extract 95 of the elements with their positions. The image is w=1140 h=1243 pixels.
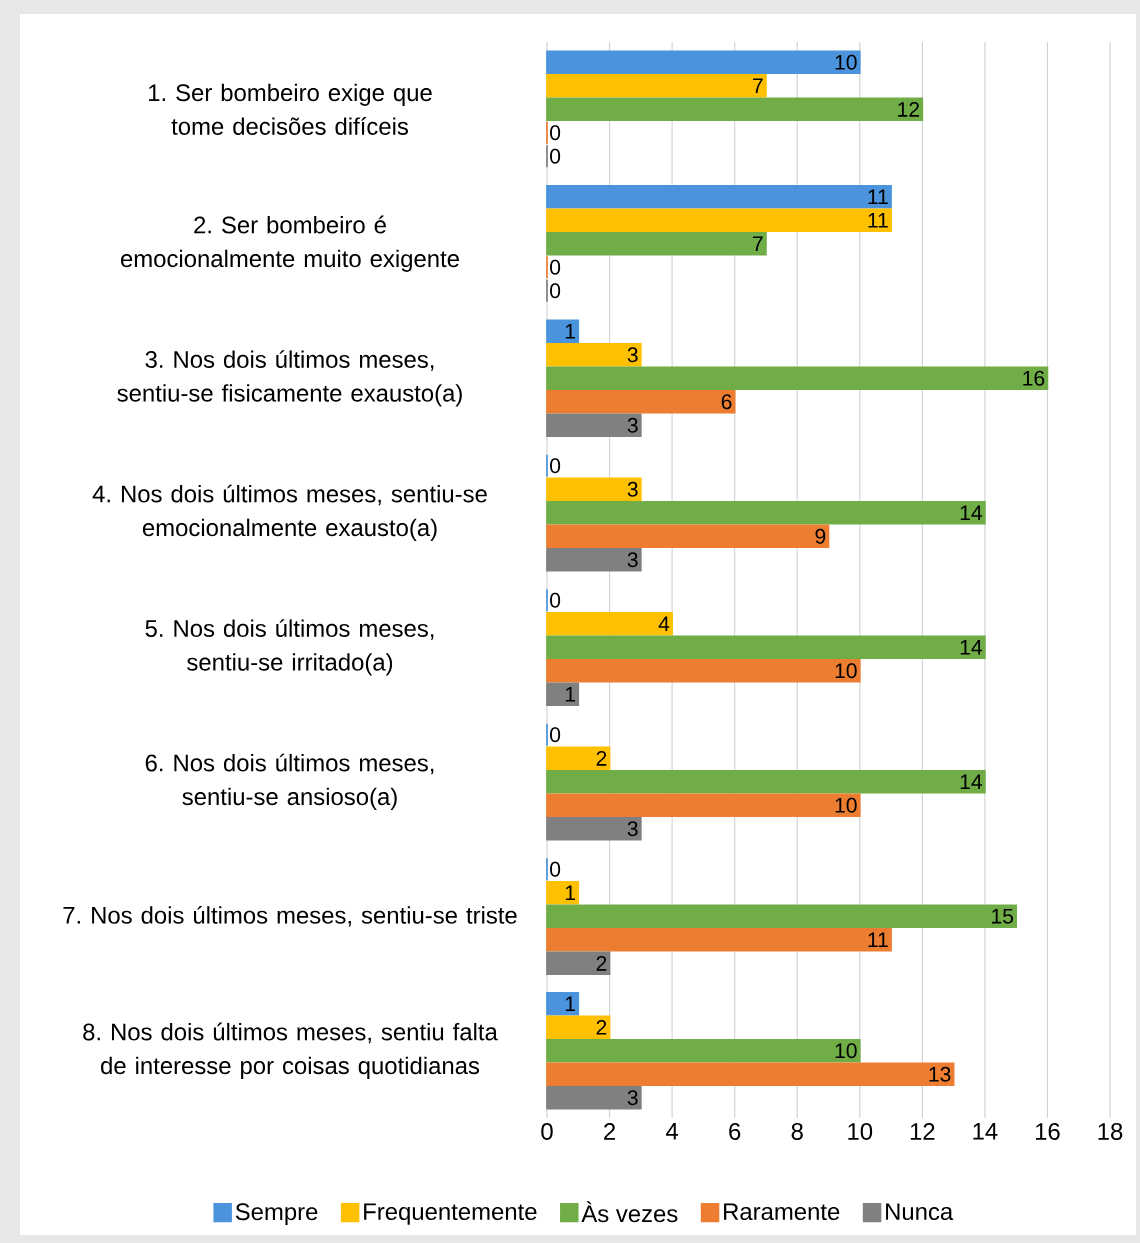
- data-label: 7: [753, 236, 763, 252]
- y-tick-label: 6. Nos dois últimos meses, sentiu-se ansioso(a): [145, 753, 434, 810]
- bar: [546, 951, 611, 976]
- data-label: 6: [721, 394, 732, 410]
- data-label: 0: [550, 458, 561, 474]
- bar: [546, 793, 861, 818]
- bar: [546, 477, 642, 502]
- data-label: 13: [929, 1066, 951, 1082]
- bar: [546, 413, 642, 438]
- legend-label: Sempre: [235, 1203, 318, 1225]
- bar: [546, 97, 924, 122]
- x-tick-label: 2: [604, 1122, 615, 1140]
- y-tick-label: 8. Nos dois últimos meses, sentiu falta de interesse por coisas quotidianas: [83, 1022, 498, 1079]
- y-tick-label: 3. Nos dois últimos meses, sentiu-se fisicamente exausto(a): [117, 350, 462, 407]
- data-label: 3: [627, 1090, 638, 1106]
- bar: [546, 635, 986, 660]
- data-label: 10: [835, 54, 857, 70]
- x-tick-label: 16: [1035, 1122, 1060, 1140]
- y-tick-label: 5. Nos dois últimos meses, sentiu-se irritado(a): [145, 619, 434, 676]
- legend-label: Às vezes: [581, 1201, 678, 1223]
- x-tick-label: 12: [910, 1122, 935, 1140]
- x-tick-label: 8: [791, 1122, 803, 1140]
- bar: [546, 1038, 861, 1063]
- data-label: 16: [1023, 370, 1045, 386]
- data-label: 12: [898, 101, 920, 117]
- bar: [546, 319, 580, 344]
- x-tick-label: 0: [541, 1122, 553, 1140]
- data-label: 1: [565, 996, 575, 1012]
- data-label: 2: [596, 1019, 607, 1035]
- data-label: 1: [565, 885, 575, 901]
- data-label: 11: [868, 213, 888, 228]
- bar: [546, 769, 986, 794]
- bar: [546, 231, 767, 256]
- x-tick-label: 14: [973, 1122, 998, 1140]
- bar: [546, 880, 580, 905]
- data-label: 0: [550, 148, 561, 164]
- data-label: 1: [565, 324, 575, 339]
- bar: [546, 547, 642, 572]
- data-label: 0: [550, 861, 561, 877]
- bar: [546, 1062, 955, 1087]
- bar: [546, 389, 736, 414]
- data-label: 15: [992, 908, 1014, 924]
- data-label: 11: [868, 932, 888, 948]
- bar: [546, 746, 611, 771]
- data-label: 14: [960, 640, 983, 655]
- data-label: 0: [550, 592, 561, 608]
- data-label: 2: [596, 750, 607, 766]
- bar: [546, 73, 767, 98]
- y-tick-label: 7. Nos dois últimos meses, sentiu-se triste: [63, 905, 517, 927]
- legend-label: Nunca: [886, 1203, 954, 1221]
- data-label: 3: [627, 347, 638, 363]
- bar: [546, 816, 642, 841]
- x-tick-label: 18: [1098, 1122, 1123, 1140]
- bar: [546, 658, 861, 683]
- data-label: 2: [596, 955, 607, 971]
- bar: [546, 927, 892, 952]
- bar: [546, 904, 1018, 929]
- legend-label: Raramente: [724, 1203, 840, 1221]
- data-label: 11: [868, 189, 888, 205]
- data-label: 10: [835, 797, 857, 813]
- bar: [546, 342, 642, 367]
- bar: [546, 1015, 611, 1040]
- bar: [546, 500, 986, 525]
- data-label: 0: [550, 125, 561, 141]
- x-tick-label: 4: [666, 1122, 679, 1140]
- bar: [546, 366, 1049, 391]
- data-label: 4: [658, 616, 670, 632]
- data-label: 1: [565, 687, 575, 702]
- data-label: 3: [627, 417, 638, 433]
- x-tick-label: 6: [729, 1122, 741, 1140]
- bar: [546, 991, 580, 1016]
- y-tick-label: 2. Ser bombeiro é emocionalmente muito exigente: [121, 215, 459, 272]
- data-label: 3: [627, 481, 638, 497]
- data-label: 0: [550, 283, 561, 299]
- bar: [546, 611, 673, 636]
- data-label: 0: [550, 259, 561, 275]
- y-tick-label: 1. Ser bombeiro exige que tome decisões difíceis: [149, 83, 432, 135]
- bar: [546, 50, 861, 75]
- legend-label: Frequentemente: [364, 1203, 537, 1225]
- y-tick-label: 4. Nos dois últimos meses, sentiu-se emocionalmente exausto(a): [92, 484, 487, 541]
- x-tick-label: 10: [848, 1122, 873, 1140]
- data-label: 0: [550, 727, 561, 743]
- data-label: 10: [835, 663, 857, 679]
- data-label: 14: [960, 505, 983, 521]
- data-label: 10: [835, 1043, 857, 1059]
- data-label: 3: [627, 552, 638, 568]
- bar: [546, 524, 830, 549]
- bar: [546, 208, 892, 233]
- bar: [546, 682, 580, 707]
- data-label: 14: [960, 774, 983, 790]
- bar: [546, 184, 892, 209]
- data-label: 9: [815, 528, 826, 544]
- bar: [546, 1085, 642, 1110]
- data-label: 7: [753, 78, 763, 94]
- data-label: 3: [627, 821, 638, 837]
